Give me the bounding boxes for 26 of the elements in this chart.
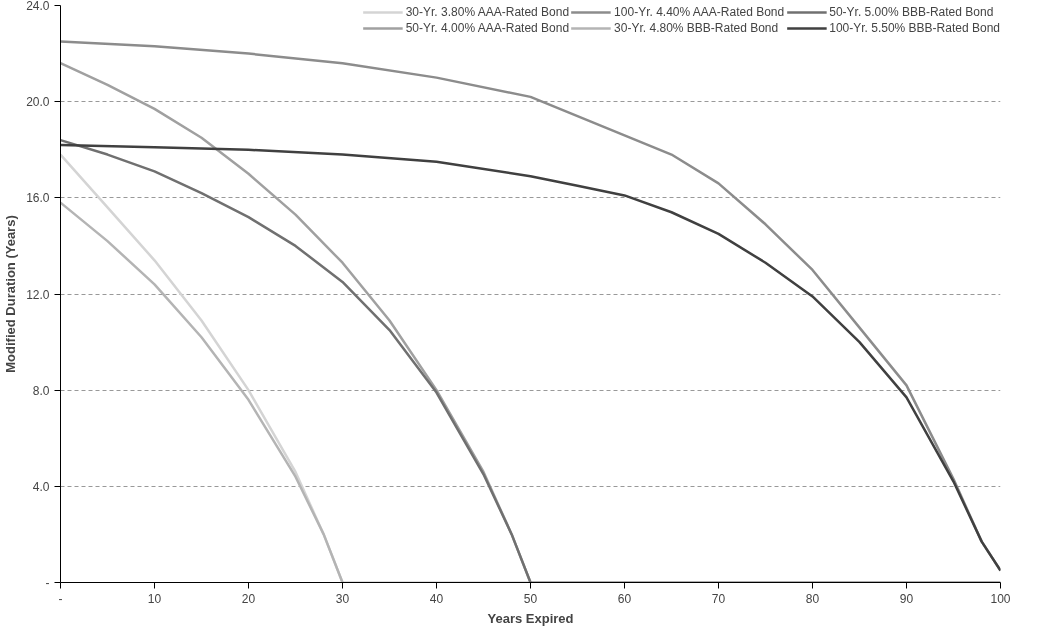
x-tick-label: 30 (335, 591, 350, 606)
x-tick-label: 40 (429, 591, 444, 606)
legend-label: 100-Yr. 5.50% BBB-Rated Bond (829, 21, 1000, 35)
y-tick-label: 4.0 (32, 479, 50, 494)
legend-label: 50-Yr. 4.00% AAA-Rated Bond (405, 21, 570, 35)
x-tick-label: 10 (147, 591, 162, 606)
x-tick-label: 50 (523, 591, 538, 606)
legend-label: 30-Yr. 3.80% AAA-Rated Bond (405, 5, 570, 19)
x-tick-label: 20 (241, 591, 256, 606)
y-tick-label: 8.0 (32, 383, 50, 398)
y-tick-label: 16.0 (26, 191, 50, 206)
x-tick-label: - (58, 591, 63, 606)
legend-label: 50-Yr. 5.00% BBB-Rated Bond (829, 5, 994, 19)
x-tick-label: 70 (711, 591, 726, 606)
x-tick-label: 80 (805, 591, 820, 606)
y-tick-label: 20.0 (26, 95, 50, 110)
y-tick-label: 12.0 (26, 287, 50, 302)
x-axis-title: Years Expired (487, 610, 574, 626)
y-tick-label: 24.0 (26, 0, 50, 13)
x-tick-label: 60 (617, 591, 632, 606)
x-tick-label: 100 (990, 591, 1011, 606)
y-axis-title: Modified Duration (Years) (3, 215, 19, 373)
legend-label: 30-Yr. 4.80% BBB-Rated Bond (614, 21, 779, 35)
y-tick-label: - (45, 576, 50, 590)
legend-label: 100-Yr. 4.40% AAA-Rated Bond (614, 5, 785, 19)
x-tick-label: 90 (899, 591, 914, 606)
